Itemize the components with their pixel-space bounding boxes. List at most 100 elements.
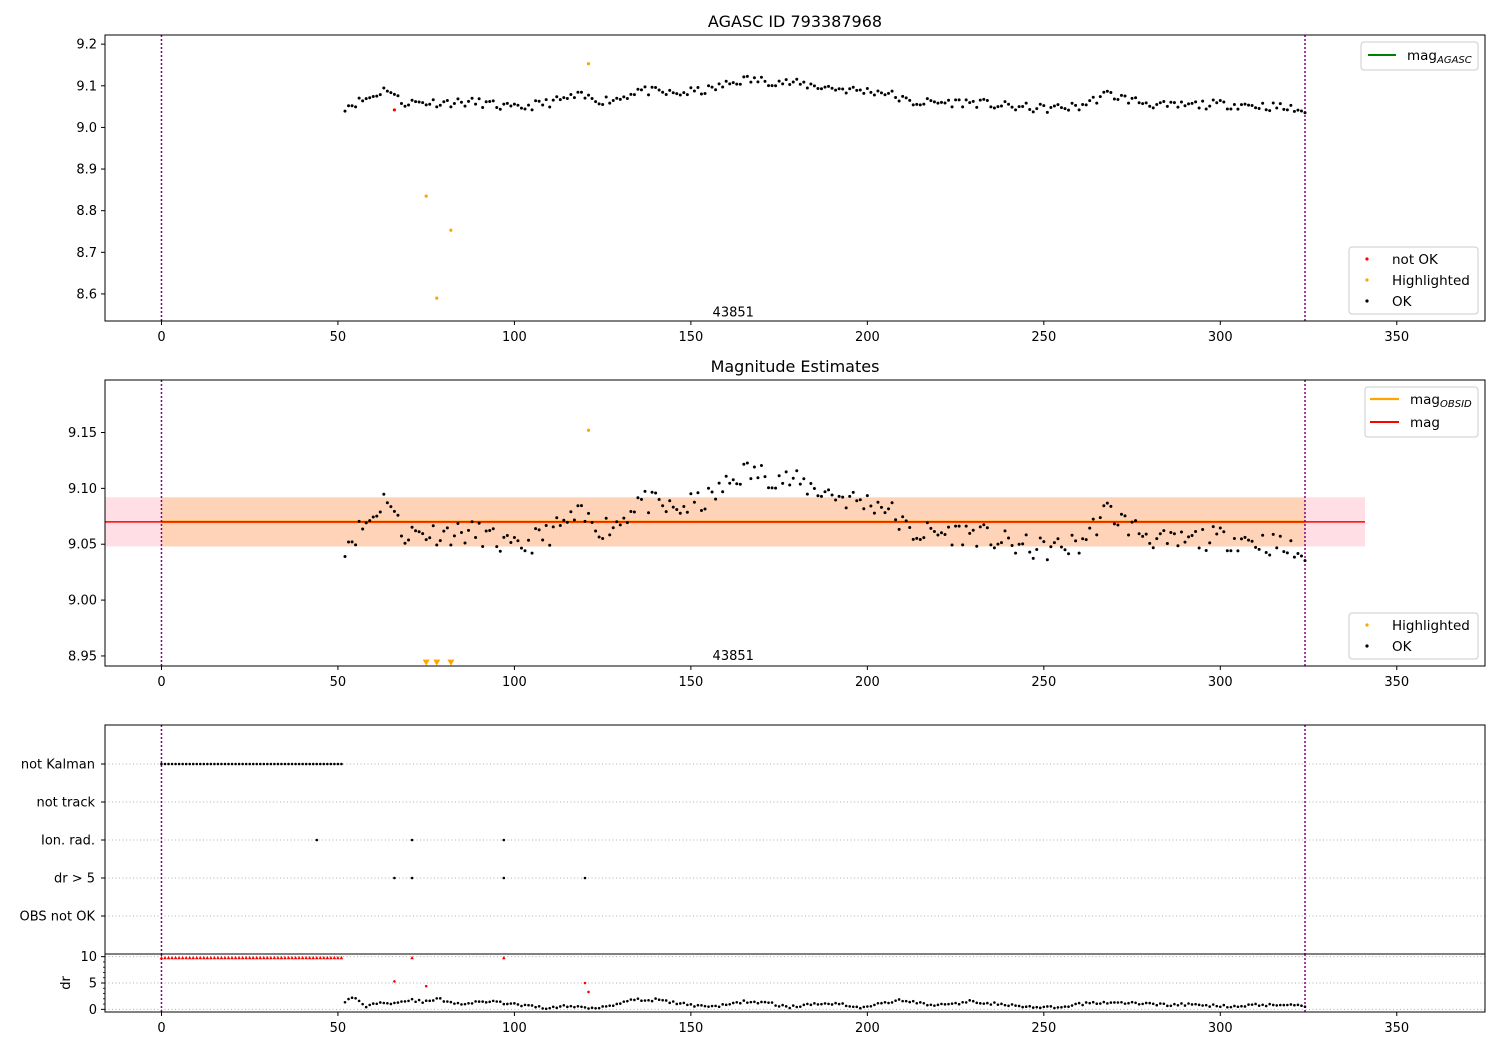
- estimates-ok-point: [1045, 558, 1049, 562]
- dr-point: [929, 1003, 933, 1007]
- dr-capped-point: [325, 955, 330, 960]
- agasc-ok-point: [1292, 109, 1296, 113]
- dr-capped-point: [184, 955, 188, 960]
- dr-point: [1010, 1003, 1014, 1006]
- estimates-ok-point: [604, 516, 608, 520]
- estimates-ok-point: [1222, 530, 1226, 534]
- estimates-ok-point: [509, 540, 513, 544]
- dr-point: [601, 1005, 604, 1008]
- estimates-ok-point: [551, 525, 555, 529]
- dr-point: [488, 1000, 492, 1004]
- not-kalman-flag-point: [287, 762, 290, 766]
- estimates-ok-point: [1074, 539, 1078, 543]
- estimates-ok-point: [721, 490, 725, 494]
- agasc-ok-point: [456, 97, 460, 101]
- agasc-ok-point: [632, 93, 636, 97]
- estimates-ok-point: [975, 544, 979, 548]
- dr-point: [816, 1003, 820, 1006]
- flag-row-label: not track: [36, 796, 95, 811]
- dr-point: [1261, 1003, 1264, 1007]
- agasc-ok-point: [816, 87, 820, 91]
- agasc-ok-point: [361, 99, 365, 103]
- agasc-highlighted-point: [449, 228, 453, 232]
- dr-ytick-label: 10: [80, 950, 97, 965]
- estimates-ok-point: [862, 507, 866, 511]
- not-kalman-flag-point: [223, 762, 227, 766]
- agasc-ok-point: [996, 105, 1000, 109]
- agasc-ok-point: [731, 81, 735, 85]
- dr-capped-point: [262, 955, 266, 960]
- dr-capped-point: [170, 955, 174, 960]
- not-kalman-flag-point: [294, 762, 297, 766]
- not-kalman-flag-point: [280, 762, 283, 766]
- estimates-ok-point: [1169, 531, 1173, 535]
- dr-point: [361, 1002, 364, 1006]
- dr-point: [1233, 1004, 1236, 1008]
- dr-capped-point: [251, 955, 256, 960]
- estimates-ok-point: [618, 523, 622, 527]
- agasc-ok-point: [1250, 103, 1254, 107]
- dr-point: [474, 1000, 477, 1003]
- agasc-ok-point: [989, 105, 993, 109]
- agasc-ok-point: [1031, 110, 1035, 114]
- agasc-ok-point: [1162, 100, 1166, 104]
- not-kalman-flag-point: [290, 762, 294, 766]
- agasc-legend-upper: magAGASC: [1360, 41, 1479, 71]
- estimates-ok-point: [650, 490, 654, 494]
- dr-point: [615, 1002, 619, 1006]
- estimates-ok-point: [632, 510, 636, 514]
- dr-point: [1063, 1005, 1067, 1008]
- estimates-ok-point: [431, 524, 435, 528]
- dr-capped-point: [216, 955, 220, 960]
- agasc-ok-point: [615, 96, 619, 100]
- dr-point: [1204, 1003, 1208, 1007]
- dr-capped-point: [269, 955, 273, 960]
- dr-capped-point: [258, 955, 263, 960]
- estimates-ok-point: [1010, 544, 1014, 548]
- estimates-ok-point: [523, 549, 527, 553]
- agasc-ok-point: [498, 107, 502, 111]
- agasc-ok-point: [1059, 106, 1063, 110]
- estimates-ok-point: [1179, 530, 1183, 534]
- agasc-ok-point: [678, 93, 682, 97]
- dr-point: [1247, 1003, 1250, 1006]
- dr-capped-point: [311, 955, 316, 960]
- estimates-xtick-label: 150: [678, 675, 703, 690]
- estimates-ok-point: [428, 536, 432, 540]
- dr-point: [675, 1002, 679, 1006]
- dr-gt-5-flag-point: [502, 876, 506, 880]
- agasc-ok-point: [1222, 100, 1226, 104]
- estimates-ok-point: [848, 494, 852, 498]
- dr-capped-point: [272, 955, 277, 960]
- not-kalman-flag-point: [230, 762, 234, 766]
- estimates-ok-point: [752, 465, 756, 469]
- estimates-ok-point: [827, 488, 831, 492]
- dr-point: [742, 999, 746, 1002]
- dr-capped-point: [194, 955, 199, 960]
- dr-point: [477, 1000, 481, 1003]
- agasc-ok-point: [639, 88, 643, 92]
- estimates-off-scale-marker: [433, 659, 441, 666]
- estimates-ok-point: [512, 536, 516, 540]
- dr-point: [696, 1003, 700, 1007]
- dr-point: [1130, 1000, 1134, 1004]
- agasc-plot-frame: [104, 34, 1486, 322]
- agasc-ok-point: [1169, 100, 1173, 104]
- agasc-ytick-label: 9.1: [76, 79, 97, 94]
- agasc-ok-point: [1278, 102, 1282, 106]
- estimates-ok-point: [742, 462, 746, 466]
- agasc-ok-point: [1179, 100, 1183, 104]
- dr-point: [343, 1000, 347, 1004]
- flag-row-label: Ion. rad.: [41, 834, 95, 849]
- agasc-ok-point: [368, 96, 372, 100]
- agasc-ok-point: [932, 100, 936, 104]
- dr-point: [1024, 1005, 1028, 1009]
- agasc-ok-point: [742, 75, 746, 79]
- dr-point: [1257, 1004, 1261, 1007]
- dr-point: [555, 1006, 559, 1010]
- dr-point: [1222, 1003, 1226, 1007]
- estimates-ok-point: [382, 492, 386, 496]
- estimates-ok-point: [982, 523, 986, 527]
- estimates-ok-point: [1218, 526, 1222, 530]
- agasc-ok-point: [834, 88, 838, 92]
